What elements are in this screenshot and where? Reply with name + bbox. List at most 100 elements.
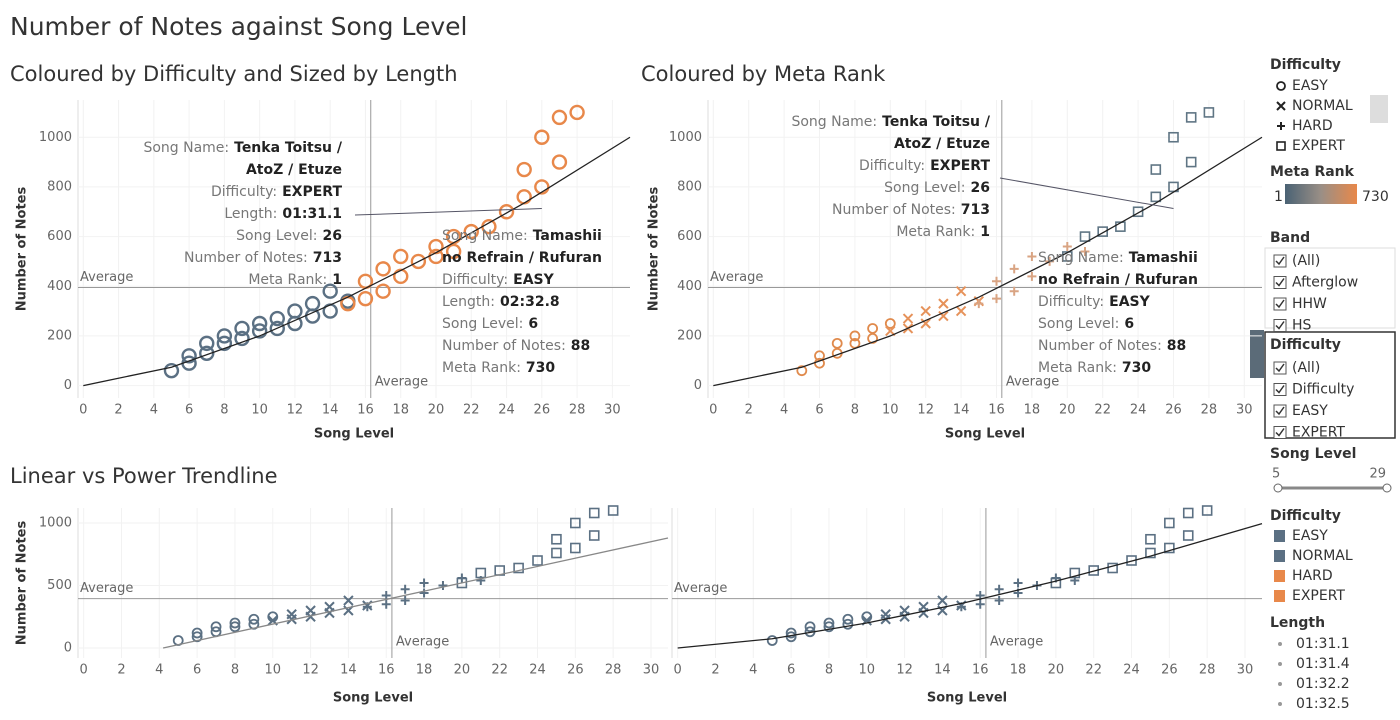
x-tick-label: 2 [117,663,125,678]
point [607,505,619,516]
legend-title: Difficulty [1270,57,1341,73]
tooltip-value: 26 [971,180,990,196]
tooltip-row: Song Name: Tenka Toitsu / [791,114,990,130]
tooltip-value: 713 [313,250,342,266]
point [1164,517,1175,529]
y-tick-label: 1000 [669,130,702,145]
legend-shape [1276,81,1286,91]
x-tick-label: 6 [787,663,795,678]
chart-title: Linear vs Power Trendline [10,464,278,488]
point [375,283,391,299]
filter-item[interactable]: EXPERT [1292,425,1345,441]
filter-item[interactable]: (All) [1292,253,1320,269]
checkbox[interactable] [1273,254,1287,268]
point [1115,221,1126,232]
trendline [162,537,669,649]
point [918,601,929,612]
tooltip-label: Song Name: [442,228,528,244]
tooltip-label: Song Name: [1038,250,1124,266]
checkbox[interactable] [1273,404,1287,418]
filter-handle[interactable] [1250,330,1264,378]
point [570,517,581,529]
filter-item[interactable]: Difficulty [1292,382,1354,398]
filter-title: Difficulty [1270,337,1341,353]
point [419,578,429,588]
x-tick-label: 4 [155,663,163,678]
legend-shape [1276,101,1286,111]
tooltip-row: Length: 02:32.8 [442,294,560,310]
tooltip-label: Number of Notes: [1038,338,1162,354]
tooltip-row: Song Name: Tamashii [1038,250,1198,266]
point [1079,231,1091,242]
tooltip-value: no Refrain / Rufuran [442,250,602,266]
point [880,609,891,620]
y-axis-label: Number of Notes [15,521,30,646]
filter-item[interactable]: HS [1292,318,1312,334]
x-axis-label: Song Level [314,427,394,442]
scrollbar[interactable] [1370,95,1388,123]
checkbox[interactable] [1273,297,1287,311]
point [304,295,321,312]
filter-item[interactable]: HHW [1292,296,1327,312]
tooltip-row: AtoZ / Etuze [894,136,990,152]
legend-item: EASY [1292,78,1328,94]
point [199,335,215,352]
checkbox[interactable] [1273,426,1287,439]
tooltip-label: Difficulty: [211,184,277,200]
point [1069,567,1081,579]
point [210,621,222,633]
x-tick-label: 30 [604,403,621,418]
point [163,362,180,379]
slider-handle[interactable] [1273,483,1283,493]
x-axis-label: Song Level [945,427,1025,442]
y-axis-label: Number of Notes [15,187,30,312]
x-tick-label: 8 [851,403,859,418]
difficulty-filter-box[interactable] [1264,331,1396,439]
point [1027,251,1037,261]
checkmark [1275,428,1285,437]
tooltip-row: Meta Rank: 1 [896,224,990,240]
x-tick-label: 14 [322,403,339,418]
x-tick-label: 6 [815,403,823,418]
tooltip-value: 6 [528,316,538,332]
y-tick-label: 800 [47,179,72,194]
y-tick-label: 600 [677,229,702,244]
point [463,223,479,240]
point [419,588,429,598]
tooltip-row: Meta Rank: 730 [442,360,555,376]
tooltip-leader [354,208,542,216]
gradient-min: 1 [1274,189,1283,205]
filter-item[interactable]: Afterglow [1292,275,1358,291]
checkbox[interactable] [1273,361,1287,375]
checkmark [1275,363,1285,373]
x-tick-label: 12 [917,403,934,418]
checkbox[interactable] [1273,383,1287,396]
point [410,253,427,270]
tooltip-label: Meta Rank: [1038,360,1117,376]
checkbox[interactable] [1273,276,1287,289]
x-tick-label: 30 [1237,663,1254,678]
legend-swatch [1274,590,1285,602]
average-label: Average [396,635,449,650]
point [1009,264,1019,274]
point [498,204,515,220]
tooltip-value: 01:31.1 [282,206,342,222]
y-tick-label: 0 [64,378,72,393]
slider-handle[interactable] [1382,483,1392,493]
point [884,318,896,329]
x-tick-label: 26 [567,663,584,678]
x-tick-label: 26 [1165,403,1182,418]
x-tick-label: 26 [1161,663,1178,678]
tooltip-label: Length: [442,294,495,310]
x-tick-label: 8 [825,663,833,678]
point [234,330,250,347]
tooltip-label: Meta Rank: [248,272,327,288]
tooltip-row: Song Level: 26 [884,180,990,196]
x-tick-label: 6 [185,403,193,418]
x-tick-label: 4 [150,403,158,418]
filter-item[interactable]: EASY [1292,403,1328,419]
filter-item[interactable]: (All) [1292,360,1320,376]
checkbox[interactable] [1273,319,1287,332]
point [1062,251,1073,262]
x-tick-label: 0 [80,663,88,678]
